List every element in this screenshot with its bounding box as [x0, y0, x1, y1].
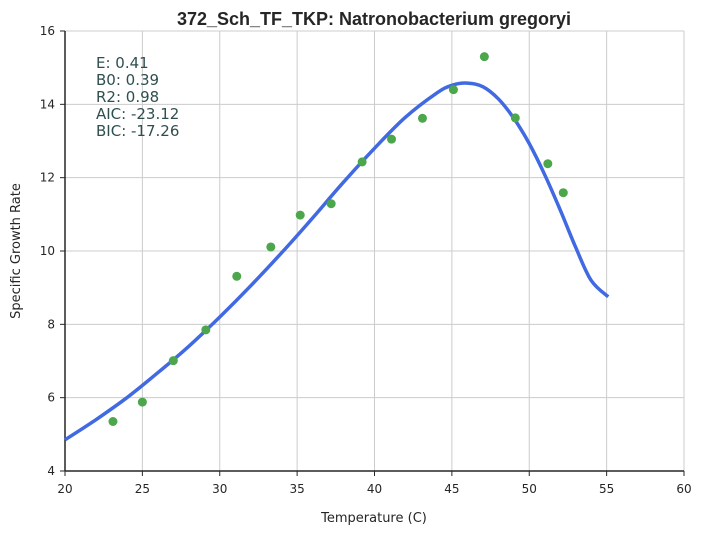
- y-tick-label: 6: [47, 391, 55, 405]
- x-tick-label: 45: [444, 482, 459, 496]
- x-tick-label: 35: [289, 482, 304, 496]
- data-point: [479, 52, 489, 62]
- grid: [65, 30, 685, 471]
- annotation-line: B0: 0.39: [96, 71, 159, 89]
- data-point: [232, 271, 242, 281]
- ticks: 20 25 30 35 40 45 50 55 60 4 6 8 10 12 14 16: [40, 24, 692, 496]
- x-tick-label: 60: [676, 482, 691, 496]
- data-point: [326, 199, 336, 209]
- x-tick-label: 25: [135, 482, 150, 496]
- y-axis-label: Specific Growth Rate: [9, 183, 24, 319]
- data-point: [201, 325, 211, 335]
- x-tick-label: 50: [522, 482, 537, 496]
- x-axis-label: Temperature (C): [320, 511, 427, 526]
- y-tick-label: 14: [40, 97, 55, 111]
- x-tick-label: 20: [57, 482, 72, 496]
- annotation-line: AIC: -23.12: [96, 105, 179, 123]
- data-point: [295, 210, 305, 220]
- data-point: [448, 85, 458, 95]
- y-tick-label: 4: [47, 464, 55, 478]
- y-tick-label: 8: [47, 317, 55, 331]
- y-tick-label: 12: [40, 171, 55, 185]
- data-point: [387, 134, 397, 144]
- annotation-line: E: 0.41: [96, 54, 149, 72]
- x-tick-label: 40: [367, 482, 382, 496]
- data-point: [543, 159, 553, 169]
- x-tick-label: 30: [212, 482, 227, 496]
- x-tick-label: 55: [599, 482, 614, 496]
- y-tick-label: 16: [40, 24, 55, 38]
- data-point: [510, 113, 520, 123]
- data-point: [168, 356, 178, 366]
- fit-curve: [64, 81, 610, 442]
- annotation-line: BIC: -17.26: [96, 122, 179, 140]
- y-tick-label: 10: [40, 244, 55, 258]
- data-point: [108, 417, 118, 426]
- annotation-line: R2: 0.98: [96, 88, 159, 106]
- chart-title: 372_Sch_TF_TKP: Natronobacterium gregory…: [177, 9, 571, 29]
- data-point: [357, 157, 367, 167]
- data-point: [266, 242, 276, 252]
- data-points-layer: [108, 52, 568, 426]
- data-point: [558, 188, 568, 198]
- fit-curve-layer: [64, 81, 610, 442]
- data-point: [417, 113, 427, 123]
- data-point: [137, 397, 147, 407]
